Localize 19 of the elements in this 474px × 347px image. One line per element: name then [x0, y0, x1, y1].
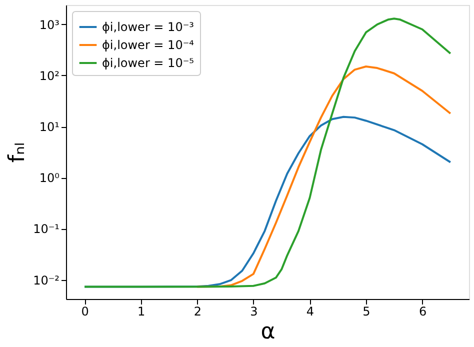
- y-tick-label: 10⁰: [39, 171, 60, 186]
- legend-label: ϕi,lower = 10⁻³: [102, 20, 194, 34]
- x-tick-label: 1: [138, 304, 146, 318]
- y-tick-label: 10¹: [39, 120, 60, 134]
- line-series: [84, 18, 452, 288]
- y-tick-label: 10³: [39, 18, 60, 32]
- legend-label: ϕi,lower = 10⁻⁵: [102, 56, 194, 70]
- x-tick-label: 5: [362, 304, 370, 318]
- x-tick-label: 4: [306, 304, 314, 318]
- y-tick-label: 10²: [39, 68, 60, 83]
- x-tick-label: 0: [81, 304, 89, 318]
- x-tick-label: 3: [250, 304, 258, 318]
- y-tick-label: 10⁻²: [33, 273, 60, 288]
- x-tick-label: 2: [194, 304, 202, 318]
- x-axis-title: α: [260, 320, 276, 344]
- y-tick-label: 10⁻¹: [33, 222, 60, 236]
- y-axis-title: fₙₗ: [5, 142, 30, 163]
- x-tick-label: 6: [418, 304, 427, 318]
- legend-label: ϕi,lower = 10⁻⁴: [102, 38, 194, 52]
